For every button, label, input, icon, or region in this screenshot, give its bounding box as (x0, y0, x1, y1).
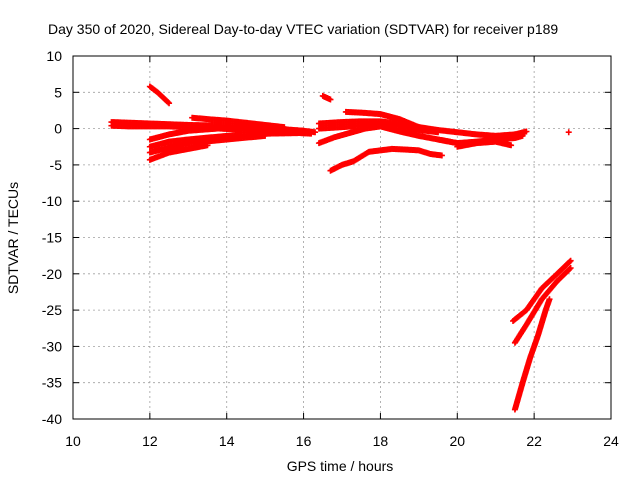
data-point (300, 129, 307, 136)
y-tick-label: -35 (42, 375, 62, 391)
data-point (308, 130, 315, 137)
series-arc-20 (511, 264, 574, 346)
y-tick-label: -10 (42, 193, 62, 209)
data-point (281, 124, 288, 131)
data-point (204, 142, 211, 149)
data-point (327, 96, 334, 103)
data-point (566, 265, 573, 272)
x-tick-label: 16 (296, 433, 312, 449)
series-arc-17 (511, 128, 530, 138)
y-tick-label: 5 (54, 84, 62, 100)
y-tick-label: 0 (54, 121, 62, 137)
plot-frame (72, 55, 612, 420)
x-tick-label: 14 (219, 433, 235, 449)
data-point (565, 129, 572, 136)
tick-labels: 10 12 14 16 18 20 22 24 10 5 0 -5 -10 -15 -20 -25 -30 -35… (42, 48, 619, 449)
data-point (546, 296, 553, 303)
x-tick-label: 24 (603, 433, 619, 449)
y-tick-label: -5 (50, 157, 63, 173)
x-tick-label: 10 (65, 433, 81, 449)
series-arc-9 (319, 92, 334, 103)
x-tick-label: 22 (526, 433, 542, 449)
series-arc-7 (146, 142, 211, 163)
series-arc-19 (510, 257, 574, 324)
x-tick-label: 20 (449, 433, 465, 449)
series-arc-18 (565, 129, 572, 136)
data-point (262, 132, 269, 139)
data-point (166, 100, 173, 107)
data-point (508, 142, 515, 149)
data-points (108, 83, 574, 413)
y-tick-label: -25 (42, 302, 62, 318)
x-axis-label: GPS time / hours (287, 458, 394, 474)
y-tick-label: 10 (46, 48, 62, 64)
data-point (566, 258, 573, 265)
data-point (567, 264, 574, 271)
y-axis-label: SDTVAR / TECUs (5, 182, 21, 294)
chart-title: Day 350 of 2020, Sidereal Day-to-day VTE… (48, 21, 558, 37)
data-point (438, 152, 445, 159)
data-point (567, 257, 574, 264)
series-arc-3 (146, 83, 173, 107)
series-arc-21 (511, 296, 553, 413)
x-tick-label: 12 (142, 433, 158, 449)
y-tick-label: -30 (42, 338, 62, 354)
y-tick-label: -40 (42, 411, 62, 427)
series-arc-14 (342, 108, 518, 139)
series-arc-16 (454, 138, 515, 150)
y-tick-label: -15 (42, 230, 62, 246)
series-arc-8 (189, 114, 288, 131)
x-tick-label: 18 (373, 433, 389, 449)
series-arc-13 (327, 145, 445, 174)
y-tick-label: -20 (42, 266, 62, 282)
data-point (523, 128, 530, 135)
data-point (312, 129, 319, 136)
data-point (165, 99, 172, 106)
